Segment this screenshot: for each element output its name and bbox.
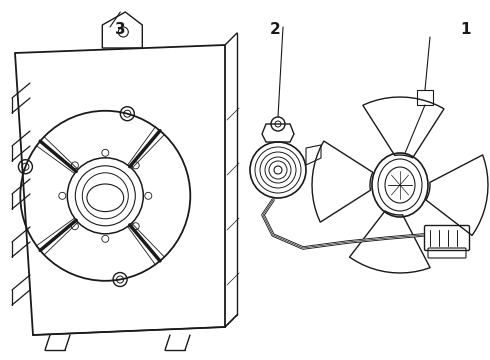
Text: 2: 2 — [270, 22, 281, 37]
Text: 1: 1 — [460, 22, 470, 37]
Text: 3: 3 — [115, 22, 125, 37]
